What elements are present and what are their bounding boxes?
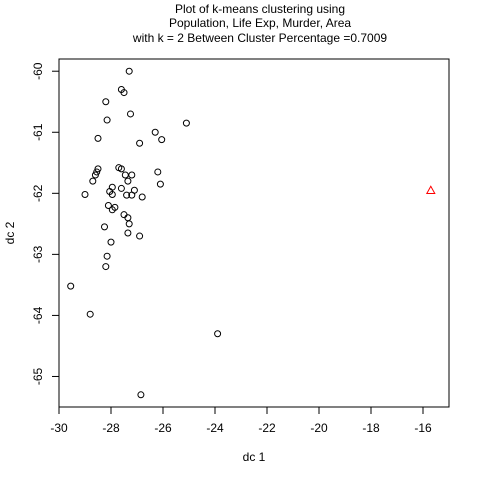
data-point	[121, 171, 129, 179]
x-tick-label: -30	[50, 421, 68, 435]
x-tick-label: -16	[414, 421, 432, 435]
data-point	[86, 310, 94, 318]
data-point	[89, 177, 97, 185]
chart-title-line-1: Plot of k-means clustering using	[175, 2, 345, 16]
plot-frame	[58, 58, 450, 408]
data-point	[128, 191, 136, 199]
y-axis-label: dc 2	[3, 221, 17, 244]
data-point	[125, 67, 133, 75]
data-point	[136, 232, 144, 240]
data-point	[127, 110, 134, 118]
x-tick-label: -22	[258, 421, 276, 435]
data-point	[104, 202, 112, 210]
data-point-triangle	[425, 185, 436, 194]
data-point	[117, 184, 125, 192]
data-point	[102, 263, 110, 271]
chart-title-line-2: Population, Life Exp, Murder, Area	[169, 16, 351, 30]
x-tick-label: -20	[310, 421, 328, 435]
data-point	[124, 214, 132, 222]
y-tick-label: -62	[31, 184, 45, 202]
data-point	[91, 171, 99, 179]
chart-title-line-3: with k = 2 Between Cluster Percentage =0…	[132, 31, 387, 45]
data-point	[128, 171, 136, 179]
y-tick-label: -60	[31, 62, 45, 80]
data-point	[102, 98, 110, 106]
data-point	[120, 211, 128, 219]
data-point	[81, 191, 89, 199]
data-point	[123, 191, 131, 199]
data-point	[117, 165, 125, 173]
y-tick-label: -61	[31, 123, 45, 141]
data-point	[151, 128, 159, 136]
data-point	[125, 220, 133, 228]
data-points	[67, 67, 436, 399]
data-point	[124, 177, 132, 185]
y-tick-label: -63	[31, 245, 45, 263]
y-tick-label: -65	[31, 367, 45, 385]
data-point	[182, 119, 190, 127]
data-point	[138, 193, 146, 201]
data-point	[158, 136, 166, 144]
data-point	[154, 168, 162, 176]
data-point	[124, 229, 132, 237]
y-tick-label: -64	[31, 306, 45, 324]
data-point	[107, 238, 115, 246]
data-point	[101, 223, 108, 231]
data-point	[67, 282, 75, 290]
x-tick-label: -18	[362, 421, 380, 435]
chart-title: Plot of k-means clustering using Populat…	[132, 2, 387, 45]
data-point	[108, 191, 116, 199]
x-tick-label: -28	[102, 421, 120, 435]
x-axis-label: dc 1	[243, 450, 266, 464]
data-point	[136, 139, 144, 147]
x-axis: -30 -28 -26 -24 -22 -20 -18 -16	[50, 406, 432, 435]
data-point	[94, 134, 102, 142]
data-point	[103, 116, 111, 124]
data-point	[103, 252, 111, 260]
data-point	[214, 330, 222, 338]
data-point	[137, 391, 145, 399]
data-point	[108, 206, 116, 214]
data-point	[156, 180, 164, 188]
data-point	[120, 89, 128, 97]
y-axis: -60 -61 -62 -63 -64 -65	[31, 62, 60, 385]
x-tick-label: -26	[154, 421, 172, 435]
x-tick-label: -24	[206, 421, 224, 435]
